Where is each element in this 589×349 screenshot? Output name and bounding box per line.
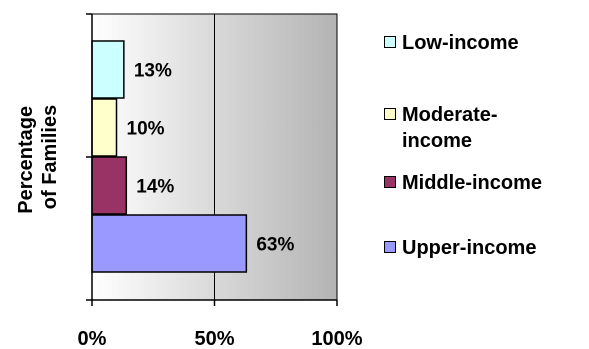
legend-swatch bbox=[384, 108, 396, 120]
legend-item: Upper-income bbox=[384, 235, 536, 261]
legend-label: Middle-income bbox=[402, 172, 543, 194]
y-axis-label-line-1: Percentage bbox=[15, 106, 37, 214]
data-label-upper-income: 63% bbox=[256, 235, 294, 256]
bar-low-income bbox=[91, 40, 125, 99]
bar-middle-income bbox=[91, 156, 128, 215]
legend-label: Low-income bbox=[402, 32, 519, 54]
data-label-middle-income: 14% bbox=[136, 177, 174, 198]
legend-label: Moderate- income bbox=[402, 104, 498, 152]
legend-item: Moderate- income bbox=[384, 102, 498, 154]
y-axis-label-line-2: of Families bbox=[39, 105, 61, 209]
legend-item: Middle-income bbox=[384, 170, 542, 196]
legend-item: Low-income bbox=[384, 30, 519, 56]
legend-swatch bbox=[384, 36, 396, 48]
x-tick-label: 50% bbox=[194, 328, 234, 349]
data-label-low-income: 13% bbox=[134, 61, 172, 82]
y-axis-label: Percentage of Families bbox=[15, 100, 61, 213]
legend-swatch bbox=[384, 176, 396, 188]
x-tick-label: 100% bbox=[311, 328, 362, 349]
legend-label: Upper-income bbox=[402, 237, 537, 259]
bar-moderate-income bbox=[91, 98, 118, 157]
legend-swatch bbox=[384, 241, 396, 253]
x-tick-label: 0% bbox=[78, 328, 107, 349]
data-label-moderate-income: 10% bbox=[127, 119, 165, 140]
bar-upper-income bbox=[91, 214, 248, 273]
